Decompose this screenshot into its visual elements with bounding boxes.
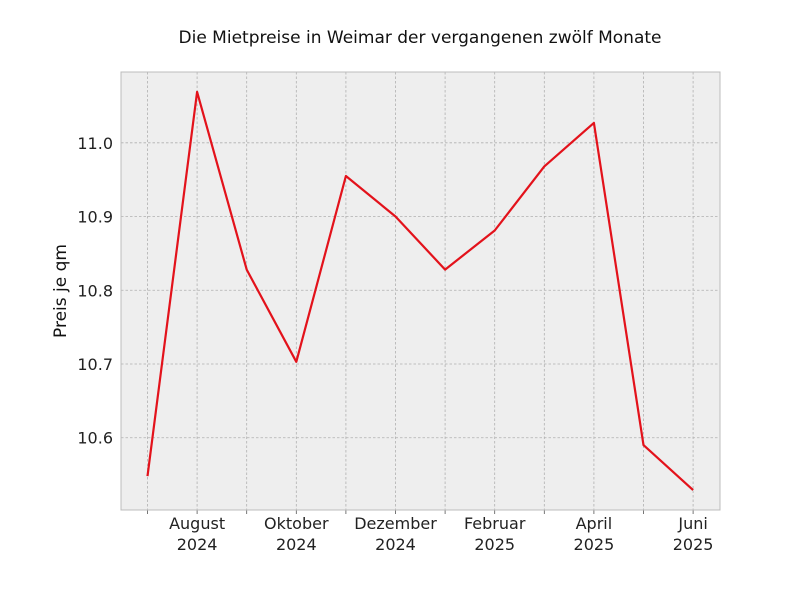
plot-frame bbox=[120, 71, 721, 511]
x-tick-label: 2024 bbox=[177, 535, 218, 554]
x-tick-label: April bbox=[576, 514, 613, 533]
grid bbox=[121, 72, 720, 510]
x-tick-label: 2024 bbox=[276, 535, 317, 554]
x-tick-label: Oktober bbox=[264, 514, 329, 533]
chart-title: Die Mietpreise in Weimar der vergangenen… bbox=[179, 28, 662, 48]
y-tick-label: 10.7 bbox=[77, 355, 113, 374]
ticks: 10.6 10.7 10.8 10.9 11.0 August 2024 Oktober 202… bbox=[77, 134, 713, 554]
y-tick-label: 10.8 bbox=[77, 281, 113, 300]
y-tick-label: 10.6 bbox=[77, 429, 113, 448]
x-tick-label: Februar bbox=[464, 514, 526, 533]
x-tick-label: 2025 bbox=[574, 535, 615, 554]
series-line bbox=[146, 90, 694, 491]
x-tick-label: 2024 bbox=[375, 535, 416, 554]
x-tick-label: 2025 bbox=[673, 535, 714, 554]
y-tick-label: 11.0 bbox=[77, 134, 113, 153]
x-tick-label: August bbox=[169, 514, 225, 533]
x-tick-label: 2025 bbox=[474, 535, 515, 554]
series-layer bbox=[146, 90, 694, 491]
x-tick-label: Juni bbox=[677, 514, 707, 533]
x-tick-label: Dezember bbox=[354, 514, 437, 533]
y-tick-label: 10.9 bbox=[77, 208, 113, 227]
y-axis-title: Preis je qm bbox=[51, 244, 71, 338]
